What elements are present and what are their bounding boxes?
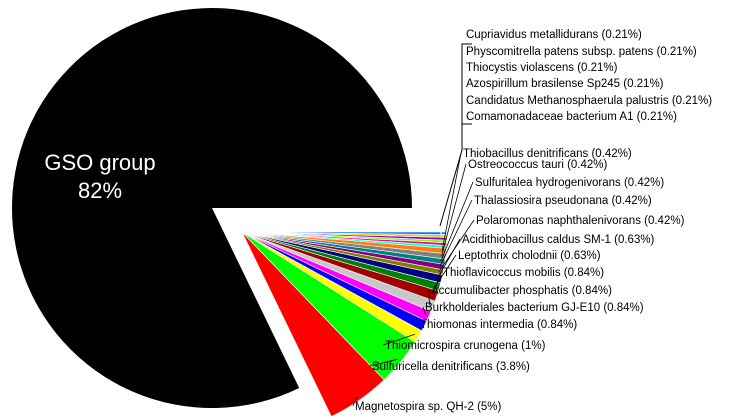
leader-line-10 xyxy=(439,199,473,267)
slice-label-8: Acidithiobacillus caldus SM-1 (0.63%) xyxy=(462,234,655,246)
slice-label-7: Leptothrix cholodnii (0.63%) xyxy=(458,250,601,262)
slice-label-4: Burkholderiales bacterium GJ-E10 (0.84%) xyxy=(425,302,644,314)
main-slice-percent: 82% xyxy=(78,178,122,203)
slice-label-11: Sulfuritalea hydrogenivorans (0.42%) xyxy=(475,177,664,189)
leader-lines-group xyxy=(352,43,475,407)
slice-label-18: Physcomitrella patens subsp. patens (0.2… xyxy=(466,46,697,58)
leader-line-11 xyxy=(440,181,474,262)
slice-label-13: Thiobacillus denitrificans (0.42%) xyxy=(463,148,632,160)
slice-label-17: Thiocystis violascens (0.21%) xyxy=(466,62,618,74)
leader-line-2 xyxy=(382,333,416,346)
slice-label-6: Thioflavicoccus mobilis (0.84%) xyxy=(443,267,604,279)
main-slice-label: GSO group xyxy=(44,150,155,175)
slice-label-5: Accumulibacter phosphatis (0.84%) xyxy=(431,285,612,297)
slice-label-10: Thalassiosira pseudonana (0.42%) xyxy=(474,195,652,207)
slice-label-14: Comamonadaceae bacterium A1 (0.21%) xyxy=(466,111,677,123)
leader-line-4 xyxy=(422,306,426,315)
group-bracket xyxy=(439,43,472,227)
slice-label-16: Azospirillum brasilense Sp245 (0.21%) xyxy=(466,78,664,90)
leader-line-7 xyxy=(435,254,457,287)
slice-label-19: Cupriavidus metallidurans (0.21%) xyxy=(466,29,642,41)
slice-label-2: Thiomicrospira crunogena (1%) xyxy=(385,340,546,352)
slice-label-12: Ostreococcus tauri (0.42%) xyxy=(468,159,608,171)
leader-line-9 xyxy=(438,219,475,272)
slice-label-15: Candidatus Methanosphaerula palustris (0… xyxy=(466,95,712,107)
leader-line-0 xyxy=(352,396,358,407)
slice-labels-group: Magnetospira sp. QH-2 (5%) Sulfuricella d… xyxy=(355,29,712,413)
slice-label-0: Magnetospira sp. QH-2 (5%) xyxy=(355,401,502,413)
leader-line-1 xyxy=(369,358,398,367)
leader-line-12 xyxy=(441,163,467,257)
slice-label-1: Sulfuricella denitrificans (3.8%) xyxy=(372,361,530,373)
slice-label-9: Polaromonas naphthalenivorans (0.42%) xyxy=(476,215,685,227)
leader-line-13 xyxy=(441,152,462,251)
pie-slice-gso-group xyxy=(11,8,412,409)
slice-label-3: Thiomonas intermedia (0.84%) xyxy=(420,319,577,331)
